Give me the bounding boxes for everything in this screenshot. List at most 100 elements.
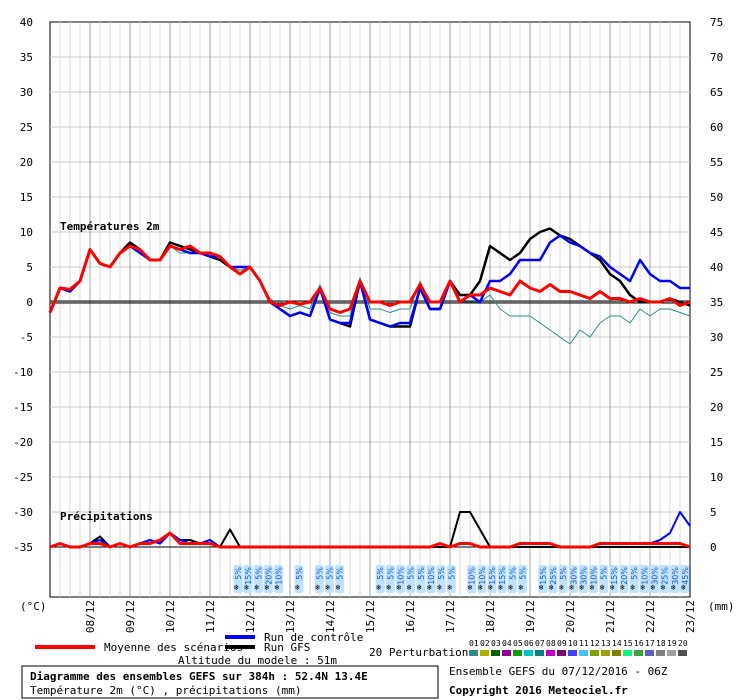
probability-label: 5% <box>407 567 416 580</box>
perturbation-swatch <box>568 650 577 656</box>
snow-marker <box>619 565 629 593</box>
probability-label: 25% <box>549 567 558 585</box>
snow-marker <box>680 565 690 593</box>
probability-label: 15% <box>539 567 548 585</box>
probability-label: 5% <box>559 567 568 580</box>
probability-label: 5% <box>630 567 639 580</box>
snow-glyph: ❄ <box>427 583 432 592</box>
snow-marker <box>233 565 243 593</box>
probability-label: 30% <box>651 567 660 585</box>
perturbation-id: 06 <box>524 639 534 648</box>
x-tick-label: 12/12 <box>244 600 257 633</box>
perturbation-id: 01 <box>469 639 479 648</box>
legend-mean: Moyenne des scénarios <box>104 641 243 654</box>
perturbation-swatch <box>645 650 654 656</box>
snow-marker <box>436 565 446 593</box>
y-right-tick: 0 <box>710 541 717 554</box>
snow-marker <box>609 565 619 593</box>
perturbation-swatch <box>546 650 555 656</box>
y-right-tick: 25 <box>710 366 723 379</box>
perturbation-id: 04 <box>502 639 512 648</box>
snow-glyph: ❄ <box>549 583 554 592</box>
probability-label: 10% <box>397 567 406 585</box>
perturbation-swatch <box>667 650 676 656</box>
snow-marker <box>507 565 517 593</box>
y-left-tick: -30 <box>13 506 33 519</box>
y-left-tick: 15 <box>20 191 33 204</box>
snow-glyph: ❄ <box>640 583 645 592</box>
snow-glyph: ❄ <box>498 583 503 592</box>
snow-marker <box>426 565 436 593</box>
y-left-tick: 20 <box>20 156 33 169</box>
y-right-label: (mm) <box>708 600 735 613</box>
legend-perturbations: 20 Perturbations <box>369 646 475 659</box>
snow-marker <box>548 565 558 593</box>
y-right-tick: 20 <box>710 401 723 414</box>
y-right-tick: 75 <box>710 16 723 29</box>
y-right-tick: 5 <box>710 506 717 519</box>
snow-glyph: ❄ <box>539 583 544 592</box>
snow-marker <box>243 565 253 593</box>
perturbation-swatch <box>480 650 489 656</box>
precip-section-label: Précipitations <box>60 510 153 523</box>
legend: Moyenne des scénarios Run de contrôle Ru… <box>35 631 688 659</box>
snow-marker <box>538 565 548 593</box>
footer-title: Diagramme des ensembles GEFS sur 384h : … <box>30 670 368 683</box>
y-left-tick: -10 <box>13 366 33 379</box>
snow-marker <box>314 565 324 593</box>
perturbation-id: 12 <box>590 639 600 648</box>
y-right-tick: 70 <box>710 51 723 64</box>
x-tick-label: 23/12 <box>684 600 697 633</box>
copyright: Copyright 2016 Meteociel.fr <box>449 684 628 697</box>
y-left-tick: -5 <box>20 331 33 344</box>
probability-label: 5% <box>336 567 345 580</box>
y-right-tick: 10 <box>710 471 723 484</box>
y-right-tick: 30 <box>710 331 723 344</box>
probability-label: 10% <box>590 567 599 585</box>
snow-marker <box>599 565 609 593</box>
probability-label: 5% <box>600 567 609 580</box>
y-right-tick: 55 <box>710 156 723 169</box>
x-tick-label: 15/12 <box>364 600 377 633</box>
snow-glyph: ❄ <box>620 583 625 592</box>
probability-label: 30% <box>671 567 680 585</box>
snow-glyph: ❄ <box>275 583 280 592</box>
probability-label: 5% <box>376 567 385 580</box>
run-label: Ensemble GEFS du 07/12/2016 - 06Z <box>449 665 668 678</box>
snow-glyph: ❄ <box>488 583 493 592</box>
snow-glyph: ❄ <box>590 583 595 592</box>
perturbation-swatch <box>590 650 599 656</box>
snow-glyph: ❄ <box>569 583 574 592</box>
probability-label: 30% <box>569 567 578 585</box>
snow-marker <box>650 565 660 593</box>
chart-series <box>48 227 691 549</box>
perturbation-swatch <box>634 650 643 656</box>
snow-glyph: ❄ <box>671 583 676 592</box>
probability-label: 15% <box>488 567 497 585</box>
probability-label: 5% <box>508 567 517 580</box>
x-tick-label: 10/12 <box>164 600 177 633</box>
snow-glyph: ❄ <box>295 583 300 592</box>
perturbation-id: 20 <box>678 639 688 648</box>
snow-glyph: ❄ <box>315 583 320 592</box>
perturbation-id: 02 <box>480 639 490 648</box>
probability-label: 5% <box>234 567 243 580</box>
probability-label: 5% <box>447 567 456 580</box>
y-left-tick: 0 <box>26 296 33 309</box>
x-tick-label: 16/12 <box>404 600 417 633</box>
snow-glyph: ❄ <box>661 583 666 592</box>
snow-glyph: ❄ <box>478 583 483 592</box>
snow-glyph: ❄ <box>254 583 259 592</box>
x-tick-label: 21/12 <box>604 600 617 633</box>
y-right-tick: 45 <box>710 226 723 239</box>
x-tick-label: 13/12 <box>284 600 297 633</box>
perturbation-id: 07 <box>535 639 545 648</box>
perturbation-id: 17 <box>645 639 655 648</box>
snow-marker <box>589 565 599 593</box>
x-tick-label: 09/12 <box>124 600 137 633</box>
x-tick-label: 11/12 <box>204 600 217 633</box>
snow-marker <box>375 565 385 593</box>
snow-glyph: ❄ <box>376 583 381 592</box>
x-tick-label: 22/12 <box>644 600 657 633</box>
x-tick-label: 08/12 <box>84 600 97 633</box>
